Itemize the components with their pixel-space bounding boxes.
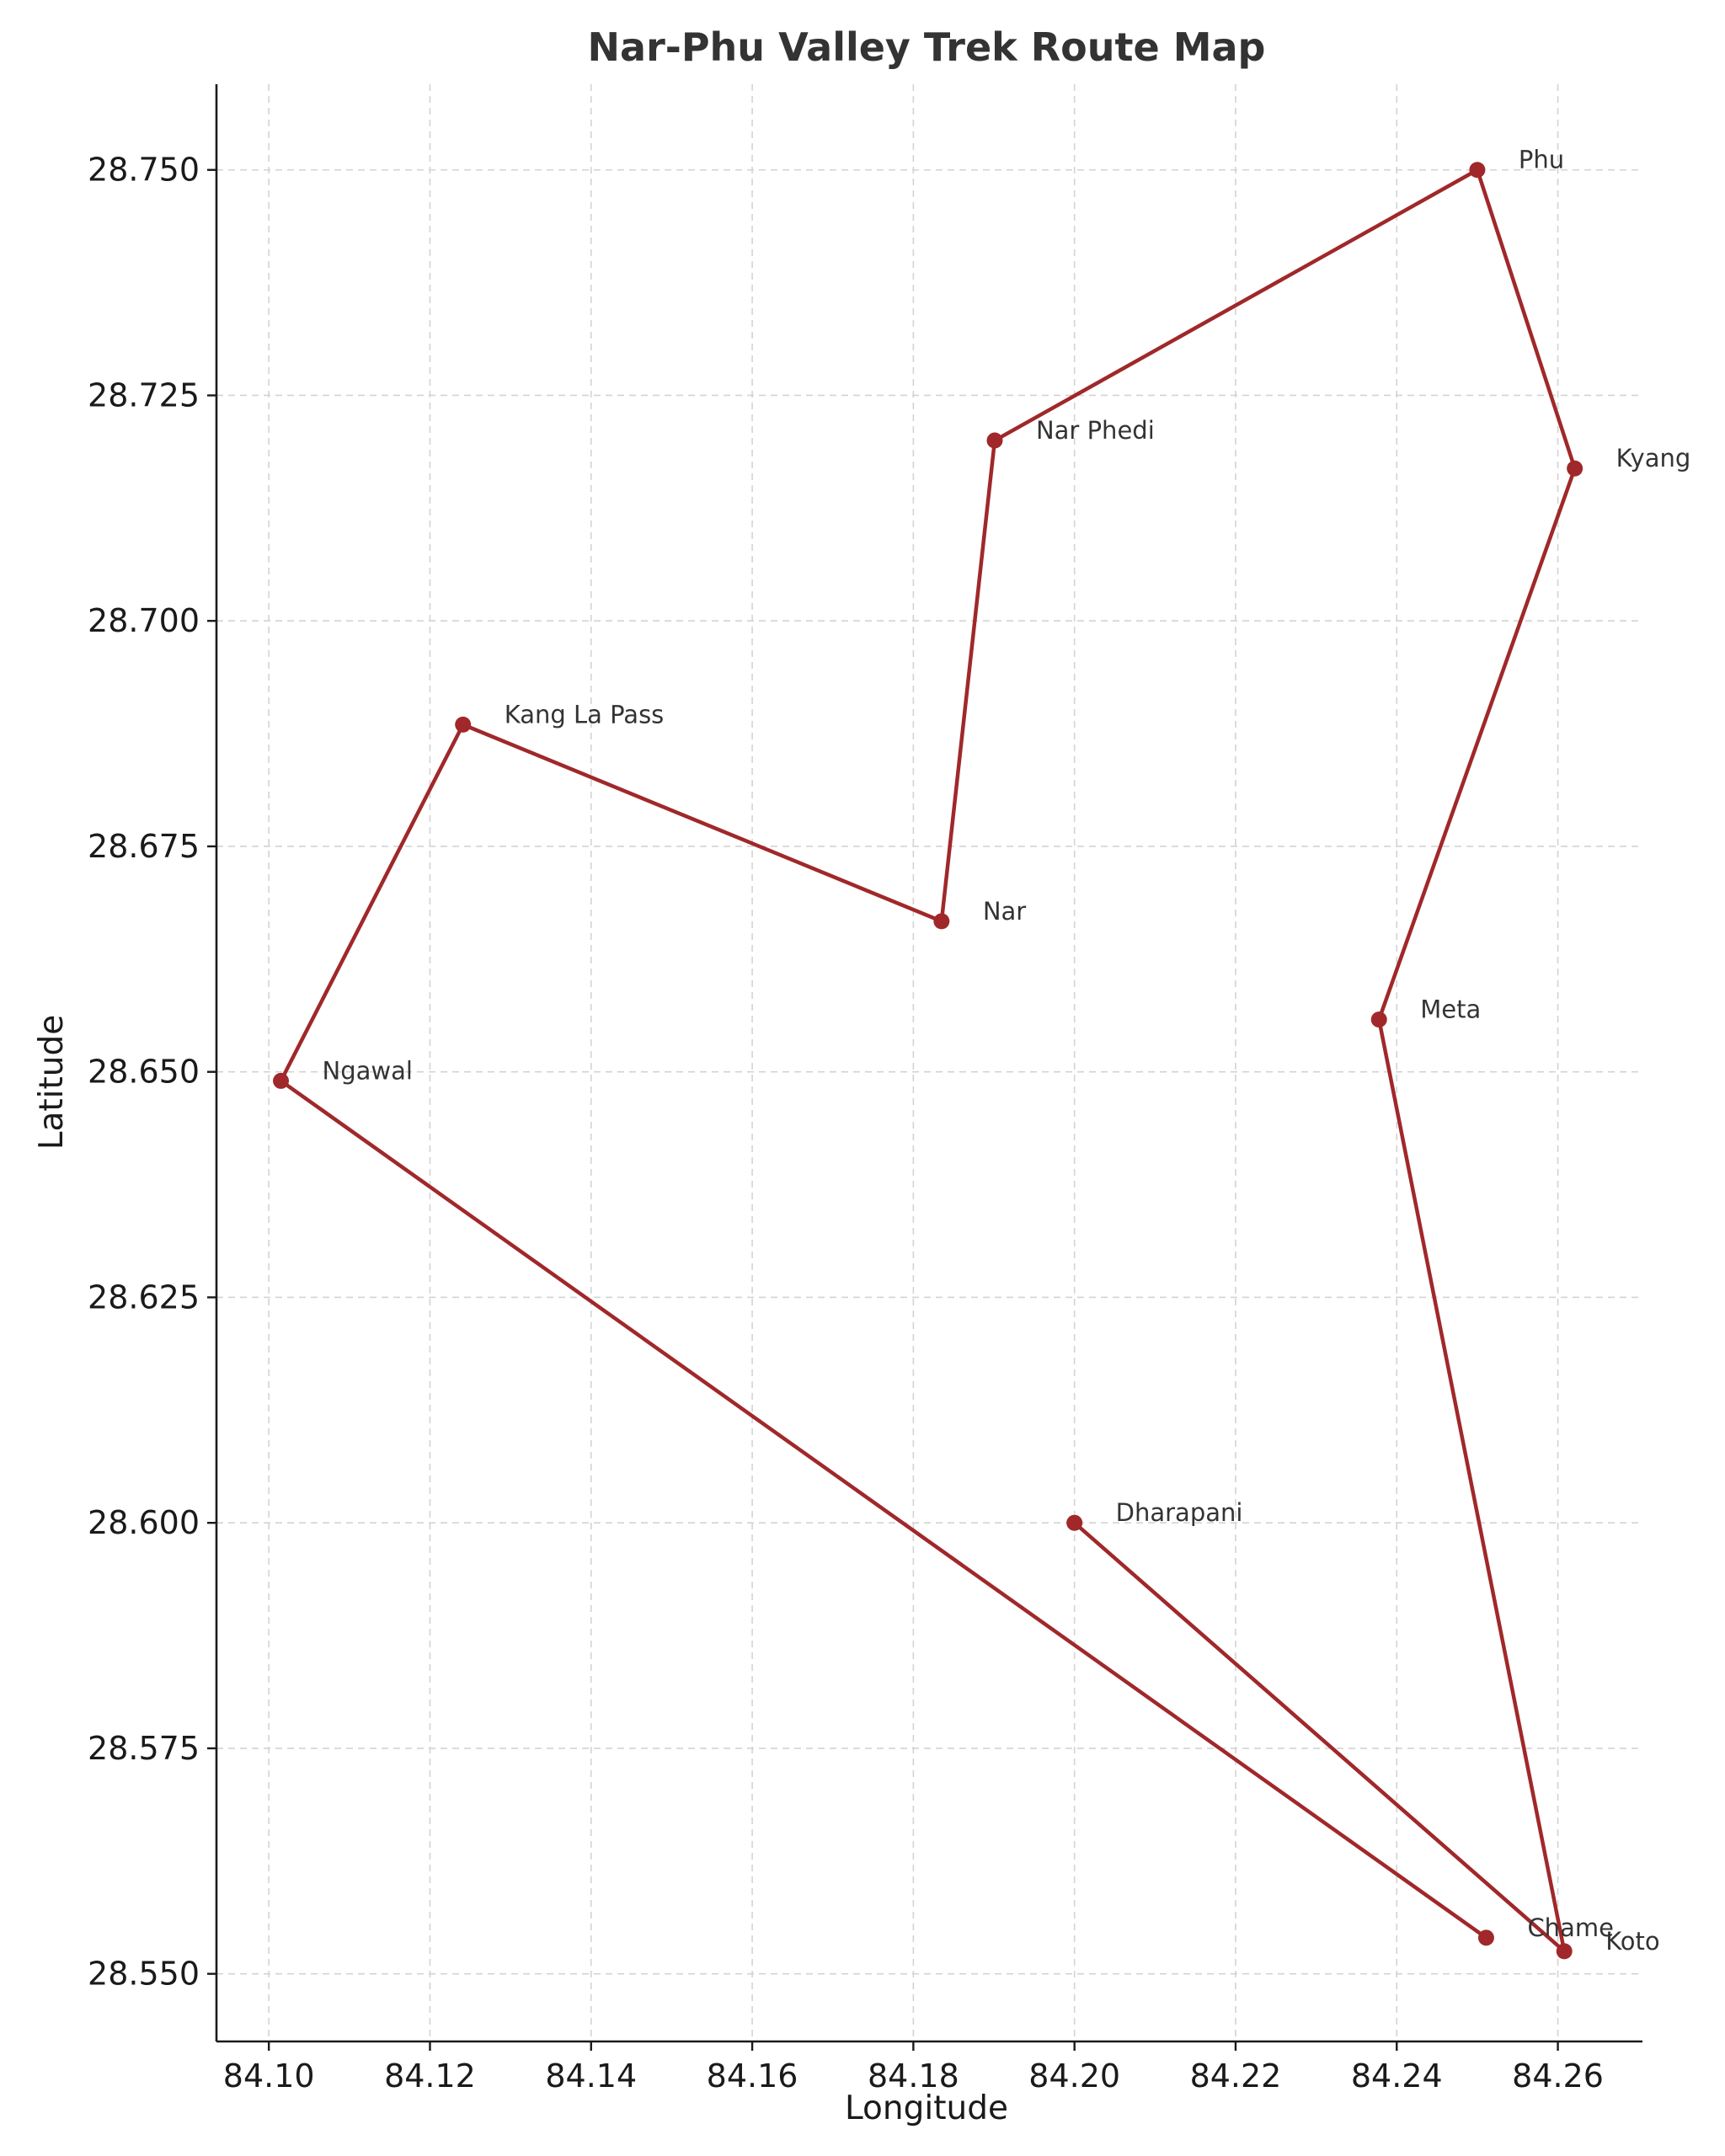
y-tick-label: 28.650: [88, 1054, 200, 1091]
y-tick-label: 28.675: [88, 828, 200, 865]
point-label: Nar: [983, 897, 1026, 926]
y-tick-label: 28.575: [88, 1730, 200, 1767]
y-tick-label: 28.550: [88, 1956, 200, 1993]
route-marker: [986, 432, 1003, 449]
x-tick-label: 84.18: [868, 2057, 959, 2095]
point-label: Kyang: [1616, 444, 1691, 472]
y-tick-label: 28.600: [88, 1504, 200, 1541]
x-tick-label: 84.26: [1512, 2057, 1604, 2095]
x-axis-label: Longitude: [845, 2089, 1008, 2127]
x-tick-label: 84.24: [1351, 2057, 1443, 2095]
route-marker: [1370, 1011, 1387, 1028]
route-marker: [1477, 1929, 1494, 1946]
y-axis-ticks: 28.550 28.575 28.600 28.625 28.650 28.675 28.7…: [88, 152, 216, 1993]
point-label: Phu: [1519, 146, 1564, 174]
route-marker: [1556, 1943, 1573, 1960]
point-labels: Dharapani Koto Meta Kyang Phu Nar Phedi Nar Kan…: [323, 146, 1691, 1956]
x-tick-label: 84.14: [545, 2057, 637, 2095]
y-tick-label: 28.625: [88, 1278, 200, 1315]
point-label: Chame: [1527, 1913, 1614, 1942]
grid-lines: [216, 84, 1642, 2041]
point-label: Koto: [1605, 1927, 1659, 1956]
point-label: Dharapani: [1116, 1498, 1243, 1527]
point-label: Meta: [1420, 995, 1481, 1024]
y-tick-label: 28.725: [88, 376, 200, 414]
route-markers: [273, 162, 1583, 1960]
axes-spines: [215, 84, 1642, 2043]
route-marker: [1567, 460, 1583, 477]
x-tick-label: 84.20: [1028, 2057, 1120, 2095]
point-label: Kang La Pass: [505, 700, 665, 728]
y-tick-label: 28.750: [88, 152, 200, 189]
y-tick-label: 28.700: [88, 602, 200, 639]
y-axis-label: Latitude: [33, 1015, 71, 1150]
x-tick-label: 84.22: [1190, 2057, 1282, 2095]
route-line: [279, 168, 1577, 1954]
x-axis-ticks: 84.10 84.12 84.14 84.16 84.18 84.20 84.22 84.24…: [223, 2041, 1604, 2095]
route-marker: [273, 1072, 290, 1089]
route-marker: [933, 913, 950, 930]
x-tick-label: 84.12: [384, 2057, 476, 2095]
route-line-layer: [279, 168, 1577, 1954]
route-marker: [1066, 1514, 1083, 1531]
point-label: Nar Phedi: [1036, 416, 1155, 445]
chart-title: Nar-Phu Valley Trek Route Map: [588, 24, 1266, 70]
route-marker: [455, 716, 472, 733]
x-tick-label: 84.16: [707, 2057, 798, 2095]
x-tick-label: 84.10: [223, 2057, 315, 2095]
route-marker: [1469, 162, 1486, 179]
point-label: Ngawal: [323, 1056, 413, 1085]
